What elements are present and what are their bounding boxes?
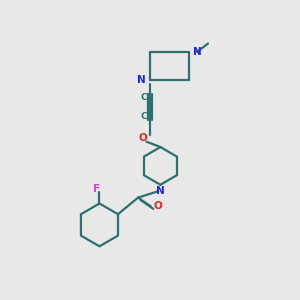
Text: O: O [153, 201, 162, 211]
Text: C: C [140, 93, 147, 102]
Text: N: N [137, 75, 146, 85]
Text: F: F [93, 184, 100, 194]
Text: N: N [156, 186, 165, 196]
Text: O: O [138, 133, 147, 143]
Text: C: C [140, 112, 147, 121]
Text: N: N [193, 47, 201, 57]
